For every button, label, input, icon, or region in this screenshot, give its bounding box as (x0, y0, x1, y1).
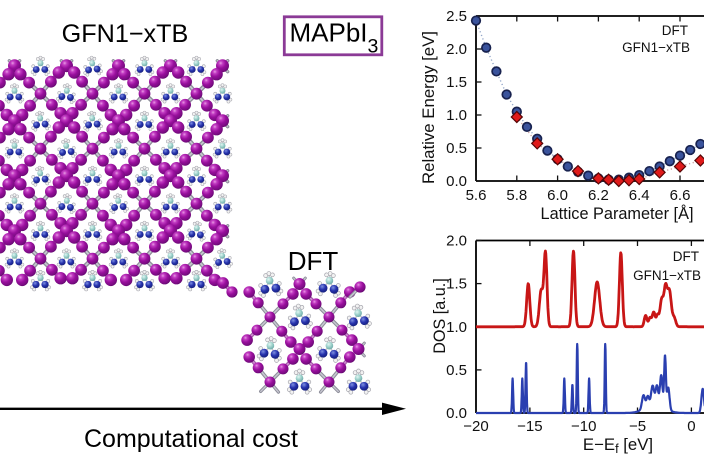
svg-text:E−Ef [eV]: E−Ef [eV] (583, 435, 653, 456)
svg-text:−10: −10 (571, 418, 596, 435)
svg-text:DOS [a.u.]: DOS [a.u.] (431, 278, 449, 354)
svg-text:Computational cost: Computational cost (84, 425, 298, 453)
svg-text:2.0: 2.0 (446, 41, 467, 58)
svg-text:GFN1−xTB: GFN1−xTB (633, 268, 701, 283)
svg-text:0.5: 0.5 (446, 140, 467, 157)
svg-text:6.4: 6.4 (629, 187, 650, 204)
svg-text:6.0: 6.0 (547, 187, 568, 204)
svg-text:DFT: DFT (673, 249, 699, 264)
svg-text:−15: −15 (517, 418, 542, 435)
svg-text:0.0: 0.0 (446, 173, 467, 190)
svg-text:DFT: DFT (662, 23, 688, 38)
svg-text:1.5: 1.5 (446, 276, 467, 293)
svg-text:5.8: 5.8 (506, 187, 527, 204)
svg-text:Lattice Parameter [Å]: Lattice Parameter [Å] (541, 204, 694, 223)
svg-text:GFN1−xTB: GFN1−xTB (62, 20, 189, 48)
svg-text:Relative Energy [eV]: Relative Energy [eV] (419, 31, 438, 184)
svg-text:2.0: 2.0 (446, 233, 467, 250)
svg-text:0.0: 0.0 (446, 405, 467, 422)
svg-text:1.5: 1.5 (446, 74, 467, 91)
svg-text:1.0: 1.0 (446, 319, 467, 336)
svg-text:GFN1−xTB: GFN1−xTB (622, 40, 690, 55)
svg-text:6.6: 6.6 (670, 187, 691, 204)
svg-text:2.5: 2.5 (446, 8, 467, 25)
svg-text:0: 0 (687, 418, 695, 435)
svg-text:DFT: DFT (288, 246, 339, 276)
svg-text:5.6: 5.6 (466, 187, 487, 204)
svg-text:0.5: 0.5 (446, 362, 467, 379)
svg-text:−20: −20 (463, 418, 488, 435)
svg-text:−5: −5 (629, 418, 646, 435)
svg-text:6.2: 6.2 (588, 187, 609, 204)
svg-text:1.0: 1.0 (446, 107, 467, 124)
